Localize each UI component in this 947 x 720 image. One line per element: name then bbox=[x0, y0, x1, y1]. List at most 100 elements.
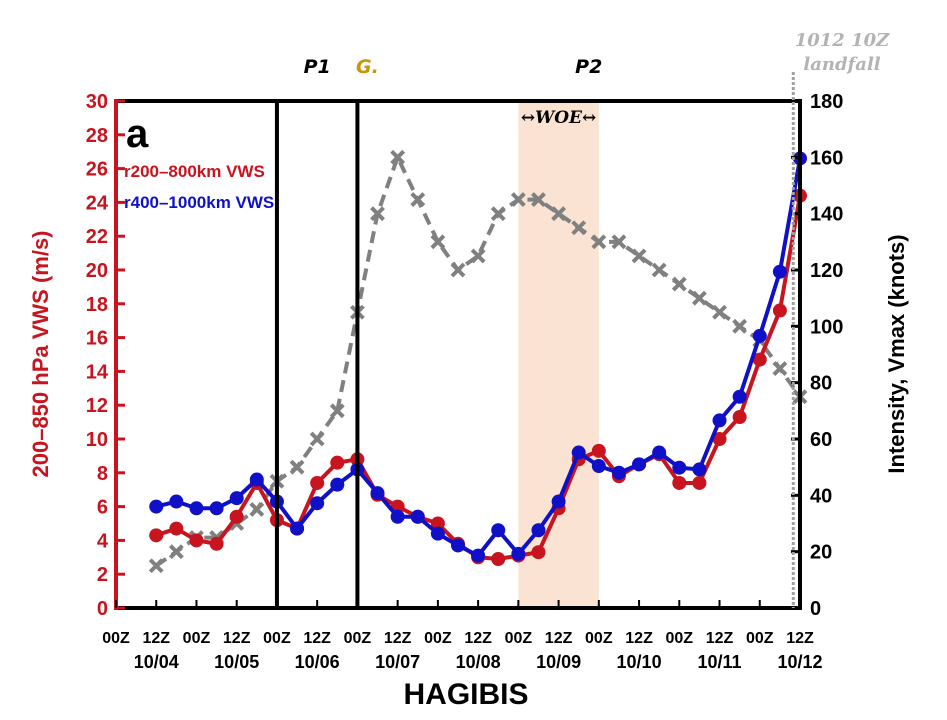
data-point-x-marker bbox=[651, 262, 667, 278]
data-point-x-marker bbox=[370, 206, 385, 222]
x-date-label: 10/04 bbox=[134, 652, 179, 672]
data-point-x-marker bbox=[249, 502, 265, 517]
x-tick-label: 00Z bbox=[585, 630, 613, 647]
data-point-x-marker bbox=[712, 304, 727, 320]
data-point bbox=[611, 465, 626, 480]
right-tick-label: 20 bbox=[810, 542, 832, 564]
data-point bbox=[491, 523, 506, 538]
right-tick-label: 160 bbox=[810, 147, 843, 169]
left-tick-label: 18 bbox=[86, 294, 108, 316]
series-2 bbox=[149, 151, 807, 563]
x-tick-label: 12Z bbox=[464, 630, 492, 647]
data-point-x-marker bbox=[571, 220, 587, 236]
data-point bbox=[551, 494, 566, 509]
data-point bbox=[290, 521, 305, 536]
data-point-x-marker bbox=[591, 234, 607, 250]
data-point-x-marker bbox=[309, 431, 325, 447]
y-axis-label-right: Intensity, Vmax (knots) bbox=[884, 234, 909, 473]
data-point bbox=[591, 459, 606, 474]
data-point bbox=[370, 486, 385, 501]
genesis-label: G. bbox=[356, 56, 379, 78]
data-point bbox=[169, 494, 184, 509]
data-point-x-marker bbox=[430, 234, 446, 250]
data-point bbox=[189, 533, 204, 548]
data-point-x-marker bbox=[531, 192, 546, 207]
left-tick-label: 22 bbox=[86, 226, 108, 248]
data-point bbox=[310, 475, 325, 490]
x-date-label: 10/08 bbox=[456, 652, 501, 672]
series-1 bbox=[149, 188, 807, 566]
data-point bbox=[149, 528, 164, 543]
p1-label: P1 bbox=[304, 56, 331, 78]
x-tick-label: 12Z bbox=[142, 630, 170, 647]
data-point-x-marker bbox=[611, 234, 627, 250]
data-point bbox=[571, 445, 586, 460]
data-point-x-marker bbox=[289, 459, 305, 475]
left-tick-label: 0 bbox=[97, 598, 108, 620]
x-tick-label: 00Z bbox=[505, 630, 533, 647]
data-point bbox=[229, 491, 244, 506]
data-point bbox=[209, 536, 224, 551]
data-point bbox=[692, 475, 707, 490]
right-tick-label: 0 bbox=[810, 598, 821, 620]
left-tick-label: 24 bbox=[86, 192, 109, 214]
right-tick-label: 140 bbox=[810, 204, 843, 226]
woe-label: ↔WOE↔ bbox=[521, 108, 596, 128]
x-date-label: 10/10 bbox=[617, 652, 662, 672]
left-tick-label: 2 bbox=[97, 564, 108, 586]
data-point bbox=[451, 538, 465, 553]
data-point-x-marker bbox=[510, 192, 526, 207]
data-point-x-marker bbox=[148, 558, 164, 574]
left-tick-label: 30 bbox=[86, 91, 108, 113]
data-point bbox=[732, 410, 747, 425]
data-point bbox=[672, 460, 687, 475]
x-date-label: 10/12 bbox=[777, 652, 822, 672]
left-axis-line bbox=[114, 99, 118, 610]
left-tick-label: 28 bbox=[86, 125, 108, 147]
data-point-x-marker bbox=[671, 276, 687, 292]
data-point bbox=[249, 472, 264, 487]
data-point bbox=[209, 501, 224, 516]
right-tick-label: 100 bbox=[810, 316, 843, 338]
data-point bbox=[229, 509, 244, 524]
data-point bbox=[752, 328, 767, 343]
data-point bbox=[772, 303, 787, 318]
data-point-x-marker bbox=[168, 544, 184, 560]
data-point bbox=[632, 457, 647, 472]
right-tick-label: 180 bbox=[810, 91, 843, 113]
data-point bbox=[511, 546, 526, 561]
x-tick-label: 00Z bbox=[666, 630, 694, 647]
data-point bbox=[471, 548, 486, 563]
x-tick-label: 12Z bbox=[786, 630, 814, 647]
left-tick-label: 6 bbox=[97, 497, 108, 519]
data-point bbox=[430, 516, 445, 531]
data-point bbox=[189, 501, 204, 516]
data-point bbox=[169, 521, 184, 536]
x-date-label: 10/07 bbox=[375, 652, 420, 672]
data-point-x-marker bbox=[631, 248, 647, 264]
left-tick-label: 26 bbox=[86, 159, 108, 181]
data-point-x-marker bbox=[490, 206, 506, 222]
right-tick-label: 80 bbox=[810, 373, 832, 395]
right-tick-label: 120 bbox=[810, 260, 843, 282]
x-tick-label: 12Z bbox=[706, 630, 734, 647]
landfall-label-line2: landfall bbox=[803, 54, 880, 75]
data-point bbox=[531, 523, 546, 538]
legend-series-1: r200–800km VWS bbox=[124, 162, 265, 181]
data-point-x-marker bbox=[450, 262, 466, 278]
data-point bbox=[149, 499, 164, 514]
data-point bbox=[652, 445, 667, 460]
left-tick-label: 10 bbox=[86, 429, 108, 451]
right-tick-label: 40 bbox=[810, 485, 832, 507]
landfall-label-line1: 1012 10Z bbox=[795, 30, 890, 51]
x-tick-label: 00Z bbox=[344, 630, 372, 647]
data-point bbox=[752, 352, 767, 367]
legend-series-2: r400–1000km VWS bbox=[124, 193, 274, 212]
series-3 bbox=[148, 149, 808, 574]
x-date-label: 10/11 bbox=[697, 652, 741, 672]
left-tick-label: 4 bbox=[97, 530, 109, 552]
data-point bbox=[712, 413, 727, 428]
x-axis-label: HAGIBIS bbox=[403, 678, 528, 711]
data-point-x-marker bbox=[390, 149, 406, 165]
